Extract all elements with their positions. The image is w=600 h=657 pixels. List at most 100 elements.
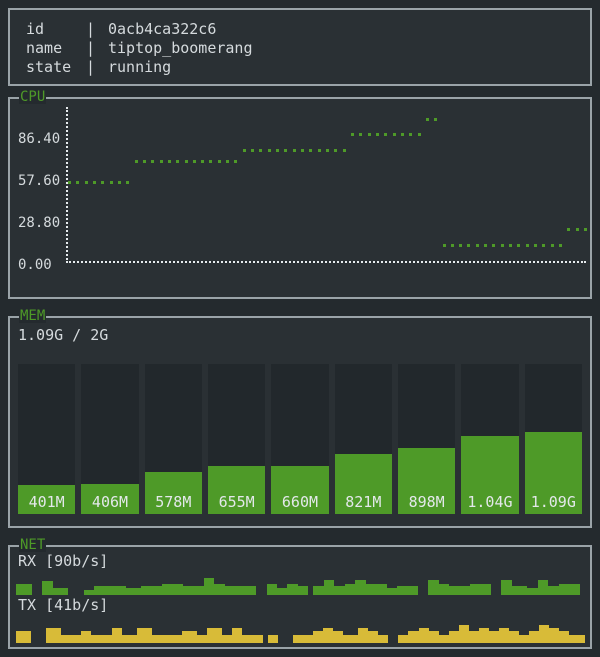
net-rx-bar [313, 585, 319, 595]
mem-bar-fill [271, 465, 329, 514]
info-sep-state: | [86, 58, 96, 76]
net-tx-bar [534, 631, 540, 643]
net-tx-bar [433, 631, 439, 643]
net-rx-bar [532, 588, 538, 595]
net-rx-label: RX [90b/s] [18, 552, 109, 570]
net-tx-bar [322, 628, 328, 643]
net-rx-bar [99, 585, 105, 595]
mem-bar-fill [334, 453, 392, 514]
net-tx-bar [96, 635, 102, 643]
net-rx-bar [26, 583, 32, 595]
cpu-y-axis [66, 107, 68, 263]
net-rx-bar [548, 585, 554, 595]
cpu-data-point [259, 149, 263, 153]
mem-bar-label: 406M [91, 493, 129, 511]
net-rx-bar [109, 585, 116, 595]
cpu-y-tick-label: 0.00 [18, 257, 52, 273]
cpu-data-point [475, 243, 479, 247]
net-tx-bar [207, 628, 213, 643]
net-rx-bar [558, 583, 564, 595]
net-rx-bar [271, 583, 277, 595]
net-tx-bar [458, 624, 464, 643]
net-tx-bar [579, 635, 585, 643]
net-rx-bar [229, 585, 236, 595]
cpu-data-point [167, 159, 171, 163]
net-panel-title: NET [19, 537, 47, 553]
net-tx-bar [242, 635, 248, 643]
net-tx-bar [252, 635, 258, 643]
net-rx-bar [433, 580, 439, 595]
net-tx-bar [76, 635, 82, 643]
net-tx-bar [171, 635, 177, 643]
cpu-data-point [575, 228, 579, 232]
net-tx-bar [91, 635, 97, 643]
mem-bar: 406M [81, 364, 139, 514]
cpu-data-point [276, 149, 280, 153]
cpu-data-point [101, 180, 105, 184]
cpu-data-point [350, 133, 354, 137]
net-rx-bar [344, 583, 350, 595]
cpu-data-point [126, 180, 130, 184]
cpu-data-point [417, 133, 421, 137]
net-rx-bar [480, 583, 486, 595]
net-tx-bar [46, 628, 52, 643]
net-tx-bar [106, 635, 112, 643]
info-sep-name: | [86, 39, 96, 57]
mem-panel: MEM 1.09G / 2G 401M 406M 578M 655M 660M 821M 8… [8, 309, 592, 528]
mem-bar: 401M [18, 364, 76, 514]
mem-bar: 821M [334, 364, 392, 514]
net-tx-bar [136, 628, 142, 643]
cpu-data-point [267, 149, 271, 153]
net-tx-bar [509, 631, 515, 643]
net-rx-bar [543, 580, 549, 595]
net-tx-bar [227, 635, 233, 643]
mem-bar: 1.04G [461, 364, 519, 514]
net-rx-bar [449, 585, 455, 595]
net-tx-bar [177, 635, 183, 643]
cpu-y-tick-label: 28.80 [18, 214, 61, 231]
net-rx-bar [250, 585, 257, 595]
net-rx-bar [438, 583, 444, 595]
net-rx-bar [162, 583, 168, 595]
cpu-data-point [584, 228, 587, 232]
cpu-data-point [234, 159, 238, 163]
net-rx-bar [323, 579, 330, 595]
mem-bar-fill [397, 448, 456, 514]
net-rx-bar [454, 585, 460, 595]
cpu-data-point [142, 159, 146, 163]
net-rx-bar [120, 585, 126, 595]
net-rx-graph [16, 573, 584, 595]
net-rx-bar [156, 585, 163, 595]
mem-bar-label: 660M [281, 493, 319, 511]
cpu-data-point [425, 117, 429, 121]
net-tx-bar [197, 635, 203, 643]
net-rx-bar [203, 577, 210, 595]
cpu-data-point [217, 159, 221, 163]
net-tx-bar [343, 635, 349, 643]
cpu-data-point [525, 243, 529, 247]
cpu-data-point [76, 180, 80, 184]
net-rx-bar [104, 585, 110, 595]
net-rx-bar [177, 583, 183, 595]
net-rx-bar [115, 585, 121, 595]
cpu-data-point [542, 243, 546, 247]
net-panel: NET RX [90b/s] TX [41b/s] [8, 538, 592, 649]
net-rx-bar [553, 585, 559, 595]
cpu-data-point [92, 180, 96, 184]
net-tx-bar [192, 631, 198, 643]
net-tx-bar [338, 631, 344, 643]
cpu-data-point [117, 180, 121, 184]
cpu-data-point [450, 243, 454, 247]
net-tx-bar [368, 631, 374, 643]
net-rx-bar [276, 588, 283, 595]
cpu-data-point [226, 159, 230, 163]
mem-bar-label: 821M [345, 493, 382, 511]
net-tx-bar [473, 631, 479, 643]
info-row-id: id | 0acb4ca322c6 [26, 20, 590, 39]
net-tx-bar [488, 631, 494, 643]
net-rx-bar [370, 583, 377, 595]
net-tx-bar [504, 628, 510, 643]
info-key-id: id [26, 20, 45, 38]
info-value-name: tiptop_boomerang [108, 39, 253, 57]
